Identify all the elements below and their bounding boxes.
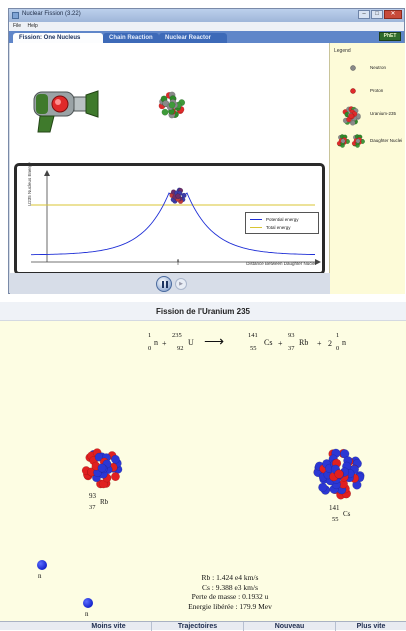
- tab-bar: Fission: One Nucleus Chain Reaction Nucl…: [9, 31, 404, 43]
- neutron-label-2: n: [85, 610, 89, 618]
- nucleon: [175, 193, 181, 199]
- app-icon: [12, 12, 19, 19]
- graph-y-label: U235 Nucleus Energy: [27, 162, 32, 206]
- phet-logo: PhET: [379, 32, 401, 41]
- energy-graph-plot: [31, 170, 321, 265]
- rubidium-nucleus-icon: [81, 448, 123, 489]
- nucleon: [348, 113, 354, 119]
- eq-plus-1: +: [162, 339, 167, 348]
- nucleon: [97, 463, 107, 473]
- neutron-icon: [350, 65, 356, 71]
- uranium-235-icon: [342, 106, 361, 126]
- nucleon: [161, 108, 169, 116]
- nucleon: [111, 472, 120, 481]
- nucleon: [168, 101, 176, 109]
- y-axis-arrow-icon: [44, 170, 50, 176]
- fission-equation: 1 0 n + 235 92 U ⟶ 141 55 Cs + 93 37 Rb …: [148, 332, 346, 352]
- graph-legend: Potential energy Total energy: [245, 212, 319, 234]
- legend-potential-label: Potential energy: [266, 217, 299, 222]
- nucleon: [355, 138, 361, 144]
- menu-bar: File Help: [9, 22, 404, 31]
- tab-nuclear-reactor[interactable]: Nuclear Reactor: [159, 33, 227, 43]
- eq-plus-3: +: [317, 339, 322, 348]
- faster-button[interactable]: Plus vite: [356, 623, 386, 630]
- stat-energy: Energie libérée : 179.9 Mev: [188, 601, 272, 611]
- eq-coefficient: 2: [328, 339, 332, 348]
- window-controls: – □ ✕: [358, 10, 402, 20]
- new-button[interactable]: Nouveau: [244, 622, 336, 631]
- window-title: Nuclear Fission (3.22): [22, 11, 81, 17]
- legend-daughter-label: Daughter Nuclei: [370, 138, 403, 143]
- menu-help[interactable]: Help: [27, 23, 38, 29]
- proton-icon: [350, 88, 356, 94]
- graph-nucleus-icon: [169, 187, 187, 204]
- maximize-icon[interactable]: □: [371, 10, 383, 19]
- stat-cs-speed: Cs : 9.388 e3 km/s: [201, 582, 259, 592]
- pause-button[interactable]: [156, 276, 172, 292]
- legend-potential: Potential energy: [250, 217, 299, 223]
- tab-chain-reaction[interactable]: Chain Reaction: [103, 33, 159, 43]
- menu-file[interactable]: File: [13, 23, 22, 29]
- eq-plus-2: +: [278, 339, 283, 348]
- x-zero-label: 0: [177, 258, 180, 263]
- rubidium-label: 93 37 Rb: [89, 492, 109, 511]
- legend-title: Legend: [334, 48, 351, 54]
- trajectories-button[interactable]: Trajectoires: [152, 622, 244, 631]
- x-axis-arrow-icon: [315, 259, 321, 265]
- stat-rb-speed: Rb : 1.424 e4 km/s: [201, 573, 259, 582]
- neutron-particle-1: [37, 560, 47, 570]
- eq-arrow-icon: ⟶: [204, 335, 225, 350]
- legend-panel: Legend Neutron Proton Uranium-235 Daught…: [329, 43, 405, 294]
- nuclear-fission-window: Nuclear Fission (3.22) – □ ✕ File Help F…: [8, 8, 405, 294]
- cesium-label: 141 55 Cs: [329, 504, 351, 523]
- nucleon: [334, 469, 344, 479]
- graph-x-label: Distance Between Daughter Nuclei: [246, 261, 316, 266]
- energy-graph: U235 Nucleus Energy Potential energy Tot…: [14, 162, 325, 275]
- tab-fission-one-nucleus[interactable]: Fission: One Nucleus: [13, 33, 103, 43]
- step-button[interactable]: ▶: [175, 278, 187, 290]
- neutron-particle-2: [83, 598, 93, 608]
- sim-controls: ▶: [10, 273, 330, 294]
- minimize-icon[interactable]: –: [358, 10, 370, 19]
- window-titlebar: Nuclear Fission (3.22) – □ ✕: [9, 9, 404, 22]
- neutron-gun-icon[interactable]: [32, 84, 102, 134]
- nucleon: [181, 192, 187, 199]
- legend-proton-label: Proton: [370, 88, 384, 93]
- panel-button-bar: Moins vite Trajectoires Nouveau Plus vit…: [0, 621, 406, 631]
- cesium-nucleus-icon: [313, 448, 365, 500]
- daughter-nuclei-icon: [336, 134, 365, 148]
- legend-total-label: Total energy: [266, 225, 291, 230]
- panel-title: Fission de l'Uranium 235: [0, 302, 406, 321]
- legend-neutron-label: Neutron: [370, 65, 387, 70]
- legend-total: Total energy: [250, 225, 291, 231]
- legend-uranium-label: Uranium-235: [370, 111, 397, 116]
- close-icon[interactable]: ✕: [384, 10, 402, 19]
- slower-button[interactable]: Moins vite: [66, 622, 152, 631]
- nucleon: [111, 454, 120, 464]
- nucleon: [318, 482, 328, 492]
- nucleon: [340, 138, 346, 144]
- stat-mass-loss: Perte de masse : 0.1932 u: [191, 592, 269, 601]
- neutron-label-1: n: [38, 572, 42, 580]
- fission-stats: Rb : 1.424 e4 km/s Cs : 9.388 e3 km/s Pe…: [140, 573, 320, 611]
- fission-panel: Fission de l'Uranium 235 1 0 n + 235 92 …: [0, 302, 406, 631]
- play-area: U235 Nucleus Energy Potential energy Tot…: [10, 43, 330, 275]
- uranium-nucleus-icon: [158, 91, 186, 119]
